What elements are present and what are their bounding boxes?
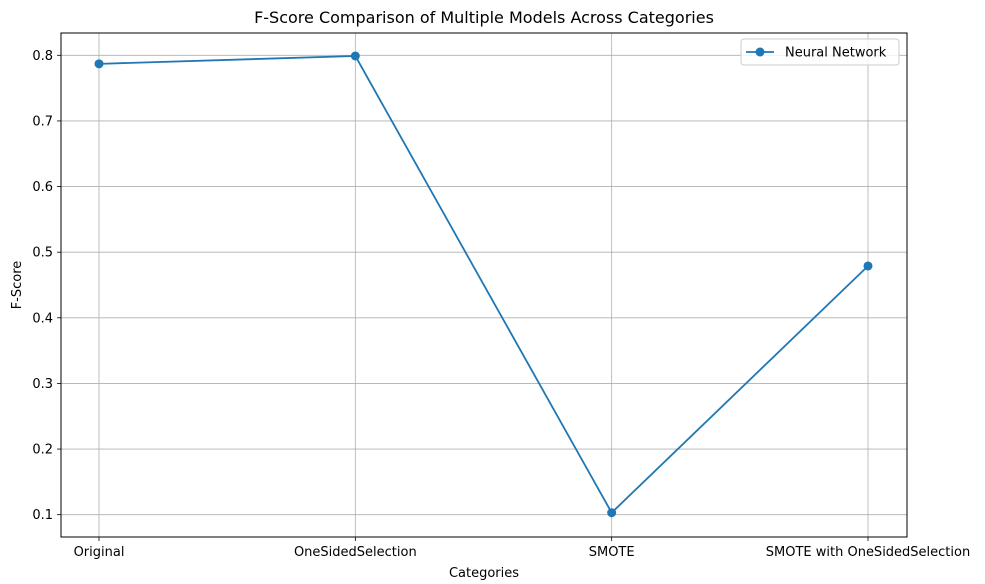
y-axis: 0.1 0.2 0.3 0.4 0.5 0.6 0.7 0.8 (32, 49, 61, 523)
y-tick-label: 0.3 (32, 377, 53, 392)
y-tick-label: 0.7 (32, 114, 53, 129)
y-tick-label: 0.4 (32, 311, 53, 326)
x-tick-label: OneSidedSelection (294, 545, 417, 560)
y-tick-label: 0.8 (32, 49, 53, 64)
series-layer (94, 51, 873, 518)
data-point-marker (94, 59, 104, 69)
x-axis-title: Categories (449, 566, 519, 581)
data-point-marker (350, 51, 360, 61)
y-axis-title: F-Score (10, 261, 25, 310)
data-point-marker (863, 261, 873, 271)
x-axis: Original OneSidedSelection SMOTE SMOTE with… (74, 537, 970, 560)
x-tick-label: SMOTE (589, 545, 635, 560)
x-tick-label: SMOTE with OneSidedSelection (766, 545, 970, 560)
legend-label: Neural Network (785, 46, 887, 61)
y-tick-label: 0.6 (32, 180, 53, 195)
legend: Neural Network (740, 38, 900, 66)
data-point-marker (607, 508, 617, 518)
legend-marker-swatch (755, 47, 765, 57)
y-tick-label: 0.5 (32, 246, 53, 261)
legend-box (740, 38, 900, 66)
grid (61, 33, 907, 537)
y-tick-label: 0.1 (32, 508, 53, 523)
series-line (98, 55, 869, 514)
plot-frame (60, 32, 908, 538)
y-tick-label: 0.2 (32, 443, 53, 458)
chart-title: F-Score Comparison of Multiple Models Ac… (254, 8, 714, 27)
x-tick-label: Original (74, 545, 125, 560)
